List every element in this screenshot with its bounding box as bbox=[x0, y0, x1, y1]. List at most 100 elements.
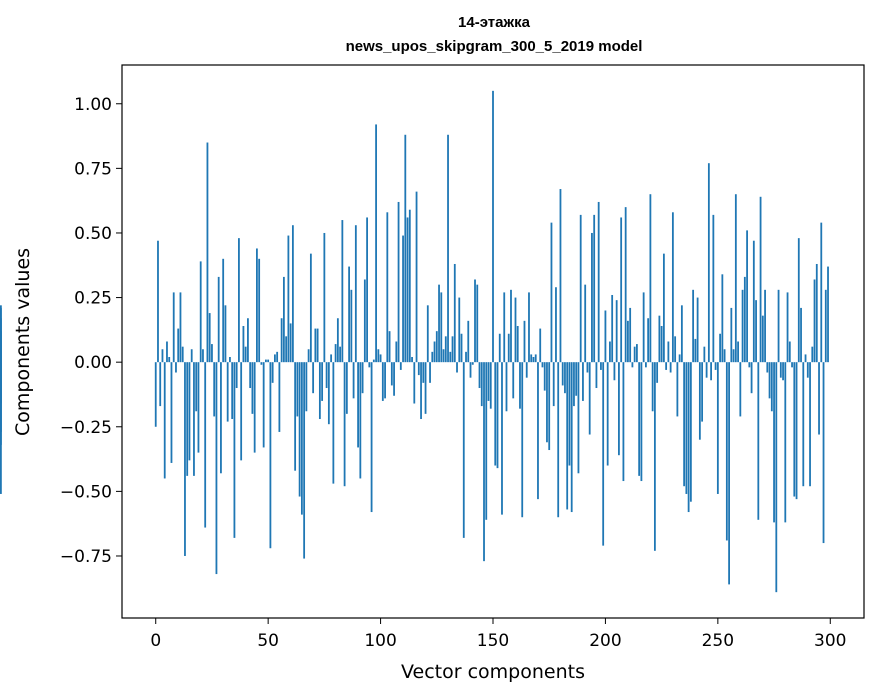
bar-288 bbox=[802, 362, 805, 487]
bar-237 bbox=[687, 362, 690, 513]
x-tick-label: 50 bbox=[257, 631, 279, 651]
bar-181 bbox=[561, 362, 564, 386]
bar-115 bbox=[413, 362, 416, 404]
bar-243 bbox=[701, 362, 704, 422]
bar-92 bbox=[361, 362, 364, 394]
bar-260 bbox=[739, 362, 742, 417]
bar-106 bbox=[393, 362, 395, 396]
bar-271 bbox=[764, 289, 766, 363]
bar-161 bbox=[516, 326, 519, 363]
bar-63 bbox=[296, 362, 299, 417]
bar-189 bbox=[579, 214, 582, 363]
bar-27 bbox=[215, 362, 218, 575]
bar-225 bbox=[660, 326, 663, 363]
bar-194 bbox=[591, 232, 593, 363]
bar-59 bbox=[287, 235, 290, 363]
bar-147 bbox=[485, 362, 488, 520]
bar-109 bbox=[399, 362, 402, 370]
bar-171 bbox=[539, 328, 542, 363]
bar-3 bbox=[161, 349, 164, 363]
bar-62 bbox=[294, 362, 297, 471]
bar-14 bbox=[186, 362, 189, 476]
bar-49 bbox=[265, 359, 267, 363]
bar-91 bbox=[359, 362, 362, 479]
bar-255 bbox=[728, 362, 730, 585]
bar-295 bbox=[818, 362, 820, 435]
bar-159 bbox=[512, 362, 515, 399]
bar-85 bbox=[345, 362, 348, 414]
bar-89 bbox=[354, 225, 357, 363]
bar-79 bbox=[332, 362, 335, 484]
bar-154 bbox=[501, 362, 503, 515]
bar-105 bbox=[390, 362, 393, 386]
bar-282 bbox=[788, 341, 791, 363]
bar-218 bbox=[645, 362, 647, 368]
bar-61 bbox=[291, 225, 294, 363]
bar-280 bbox=[784, 362, 787, 523]
bar-141 bbox=[471, 362, 474, 365]
bar-230 bbox=[671, 212, 674, 363]
bar-25 bbox=[211, 344, 213, 363]
bar-259 bbox=[737, 341, 739, 363]
bar-13 bbox=[184, 362, 186, 556]
bar-279 bbox=[782, 362, 784, 381]
bar-208 bbox=[622, 362, 625, 482]
bar-196 bbox=[595, 362, 598, 389]
bar-182 bbox=[564, 362, 566, 394]
bar-139 bbox=[467, 320, 470, 363]
x-tick-label: 0 bbox=[150, 631, 161, 651]
x-tick-label: 250 bbox=[702, 631, 734, 651]
bar-100 bbox=[379, 354, 382, 363]
bar-5 bbox=[166, 341, 168, 363]
bar-108 bbox=[397, 201, 400, 363]
bar-187 bbox=[575, 362, 578, 396]
bar-167 bbox=[530, 354, 533, 363]
bar-222 bbox=[653, 362, 656, 551]
bar-95 bbox=[368, 362, 371, 368]
bar-202 bbox=[609, 341, 611, 363]
bar-60 bbox=[289, 323, 292, 363]
bar-262 bbox=[743, 276, 746, 363]
chart-title: 14-этажка bbox=[458, 14, 531, 31]
bar-42 bbox=[249, 362, 252, 389]
bar-50 bbox=[267, 359, 270, 363]
y-tick-label: 0.25 bbox=[74, 289, 112, 309]
bar-136 bbox=[460, 333, 463, 363]
bar-131 bbox=[449, 351, 452, 363]
bar-245 bbox=[705, 362, 708, 378]
bar-290 bbox=[806, 362, 809, 378]
y-axis-ticks: −0.75 −0.50 −0.25 0.00 0.25 0.50 0.75 1.00 bbox=[60, 95, 122, 567]
x-tick-label: 150 bbox=[477, 631, 509, 651]
bar-257 bbox=[732, 349, 735, 363]
bar-191 bbox=[584, 284, 587, 363]
bar-77 bbox=[327, 362, 330, 425]
bar-248 bbox=[712, 214, 715, 363]
y-axis-label: Components values bbox=[12, 248, 34, 436]
bar-236 bbox=[685, 362, 688, 494]
bar-221 bbox=[651, 362, 654, 412]
bar-104 bbox=[388, 331, 391, 363]
bar-268 bbox=[757, 362, 760, 520]
bar-26 bbox=[213, 362, 216, 417]
bar-210 bbox=[627, 320, 629, 363]
bar-9 bbox=[175, 362, 177, 373]
bar-215 bbox=[638, 362, 641, 476]
bar-37 bbox=[238, 238, 240, 363]
bar-126 bbox=[438, 284, 440, 363]
bar-124 bbox=[433, 341, 436, 363]
bar-152 bbox=[496, 362, 499, 469]
bar-204 bbox=[613, 362, 616, 381]
bar-227 bbox=[665, 362, 668, 370]
bar-163 bbox=[521, 362, 524, 518]
bar-173 bbox=[543, 362, 546, 391]
bar-177 bbox=[552, 362, 555, 407]
bar-143 bbox=[476, 284, 479, 363]
bar-118 bbox=[420, 362, 422, 420]
bar-undefined bbox=[0, 362, 2, 494]
bar-174 bbox=[546, 362, 548, 443]
bar-263 bbox=[746, 230, 748, 363]
bar-47 bbox=[260, 362, 263, 365]
bar-213 bbox=[633, 346, 636, 363]
bar-274 bbox=[770, 362, 773, 412]
bar-11 bbox=[179, 292, 182, 363]
